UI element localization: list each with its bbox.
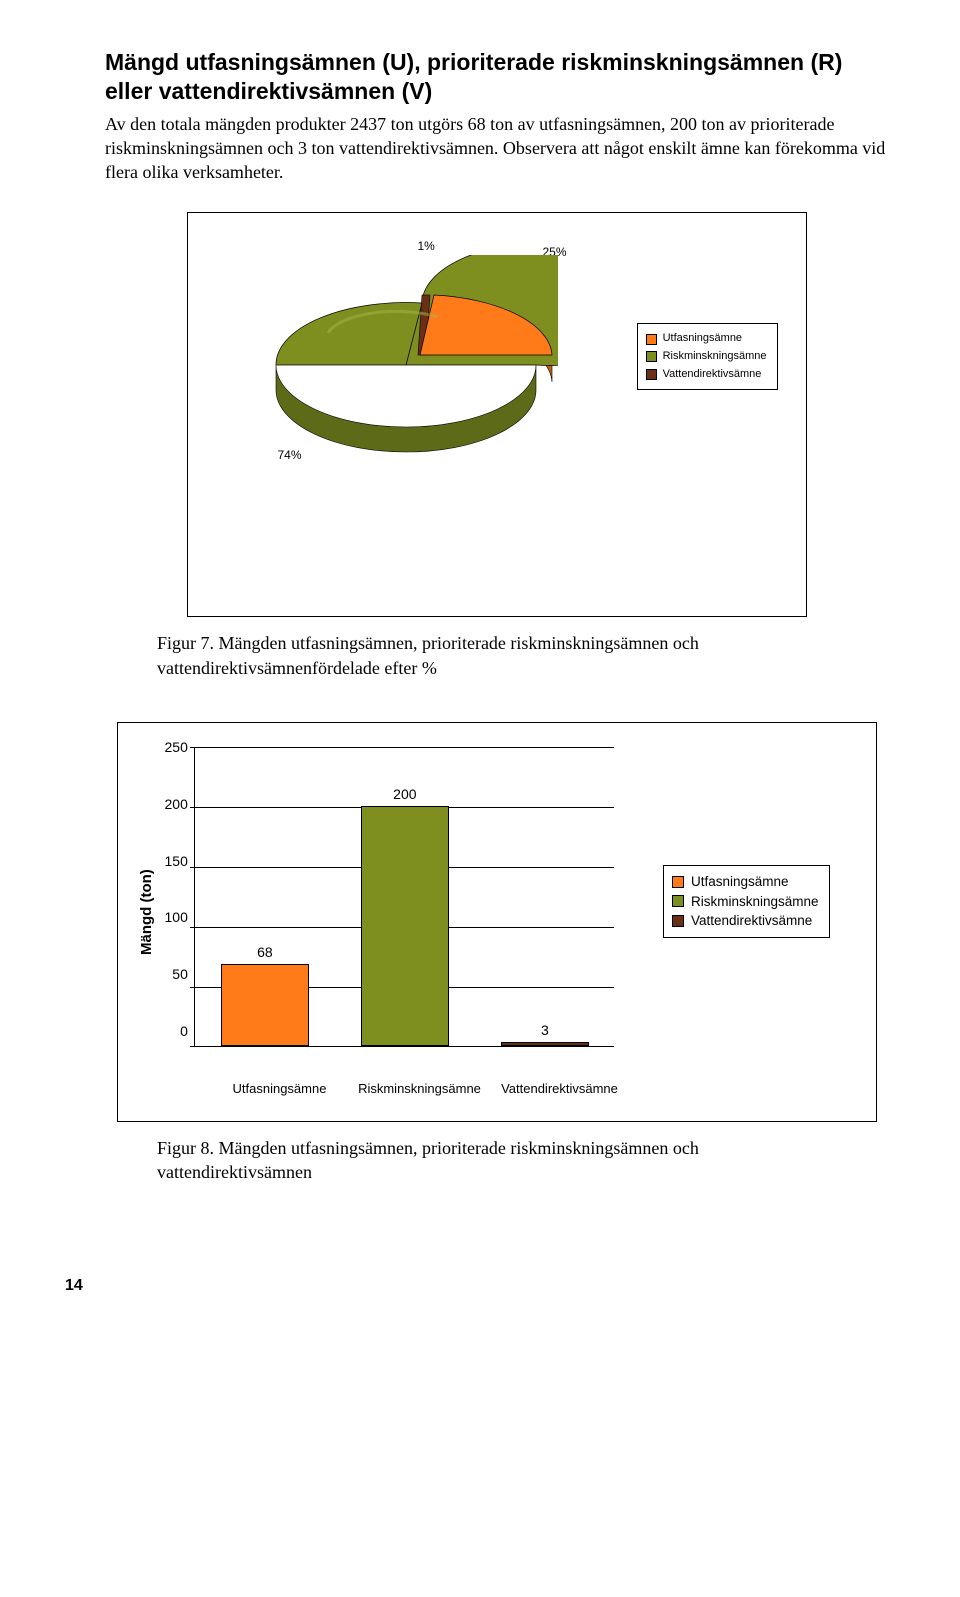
legend-label: Vattendirektivsämne [691,911,812,931]
bar-utfasning [221,964,309,1046]
swatch-icon [672,876,684,888]
x-label: Vattendirektivsämne [490,1077,630,1096]
swatch-icon [646,351,657,362]
legend-label: Utfasningsämne [663,330,743,348]
bar-vattendirektiv [501,1042,589,1046]
swatch-icon [672,915,684,927]
figure-caption-7: Figur 7. Mängden utfasningsämnen, priori… [157,631,797,680]
pie-chart [258,255,558,455]
x-axis-labels: Utfasningsämne Riskminskningsämne Vatten… [210,1077,630,1096]
bar-value-label: 3 [501,1022,589,1038]
intro-paragraph: Av den totala mängden produkter 2437 ton… [105,112,888,185]
y-tick: 50 [165,966,188,982]
bar-plot-area: 68 200 3 [194,747,614,1047]
x-label: Utfasningsämne [210,1077,350,1096]
bar-legend: Utfasningsämne Riskminskningsämne Vatten… [663,865,830,938]
bar-chart-frame: Mängd (ton) 250 200 150 100 50 0 68 200 [117,722,877,1122]
legend-item: Utfasningsämne [672,872,819,892]
page-number: 14 [65,1277,888,1295]
bar-value-label: 68 [221,944,309,960]
y-axis-label: Mängd (ton) [138,747,159,1077]
y-tick: 0 [165,1023,188,1039]
swatch-icon [646,369,657,380]
y-tick: 100 [165,909,188,925]
y-axis-ticks: 250 200 150 100 50 0 [165,739,194,1039]
x-label: Riskminskningsämne [350,1077,490,1096]
y-tick: 250 [165,739,188,755]
legend-label: Vattendirektivsämne [663,366,762,384]
legend-label: Utfasningsämne [691,872,789,892]
legend-item: Vattendirektivsämne [672,911,819,931]
figure-caption-8: Figur 8. Mängden utfasningsämnen, priori… [157,1136,797,1185]
legend-item: Utfasningsämne [646,330,767,348]
legend-item: Riskminskningsämne [672,892,819,912]
section-heading: Mängd utfasningsämnen (U), prioriterade … [105,48,888,106]
pie-chart-frame: 1% 25% 74% Utfasningsämne Riskminsknings… [187,212,807,617]
y-tick: 200 [165,796,188,812]
legend-label: Riskminskningsämne [691,892,819,912]
bar-value-label: 200 [361,786,449,802]
bar-riskminskning [361,806,449,1046]
legend-item: Riskminskningsämne [646,348,767,366]
swatch-icon [646,334,657,345]
pie-svg [258,255,558,485]
y-tick: 150 [165,853,188,869]
pie-slice-label-1pct: 1% [418,239,435,253]
legend-item: Vattendirektivsämne [646,366,767,384]
legend-label: Riskminskningsämne [663,348,767,366]
swatch-icon [672,895,684,907]
pie-slice-label-74pct: 74% [278,448,302,462]
pie-legend: Utfasningsämne Riskminskningsämne Vatten… [637,323,778,390]
